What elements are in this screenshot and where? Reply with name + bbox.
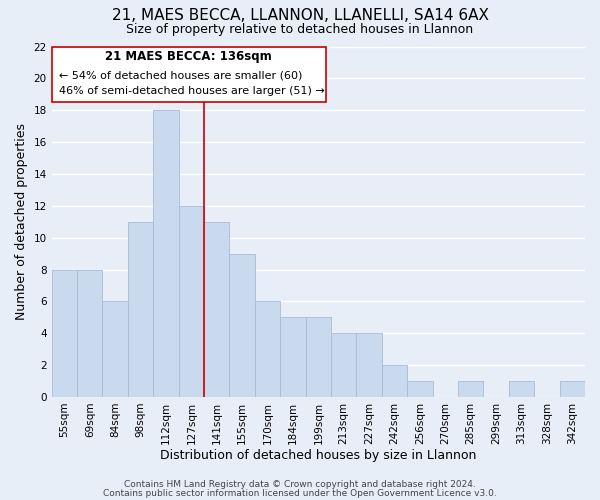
Bar	[52, 270, 77, 397]
Text: 21 MAES BECCA: 136sqm: 21 MAES BECCA: 136sqm	[106, 50, 272, 62]
Bar	[560, 381, 585, 397]
Bar	[153, 110, 179, 397]
Text: Size of property relative to detached houses in Llannon: Size of property relative to detached ho…	[127, 22, 473, 36]
Bar	[382, 365, 407, 397]
X-axis label: Distribution of detached houses by size in Llannon: Distribution of detached houses by size …	[160, 450, 476, 462]
Text: ← 54% of detached houses are smaller (60): ← 54% of detached houses are smaller (60…	[59, 70, 302, 80]
Text: 21, MAES BECCA, LLANNON, LLANELLI, SA14 6AX: 21, MAES BECCA, LLANNON, LLANELLI, SA14 …	[112, 8, 488, 22]
Y-axis label: Number of detached properties: Number of detached properties	[15, 123, 28, 320]
Bar	[305, 318, 331, 397]
Bar	[509, 381, 534, 397]
Bar	[128, 222, 153, 397]
Bar	[331, 333, 356, 397]
Bar	[458, 381, 484, 397]
Bar	[229, 254, 255, 397]
FancyBboxPatch shape	[52, 46, 326, 102]
Text: Contains public sector information licensed under the Open Government Licence v3: Contains public sector information licen…	[103, 488, 497, 498]
Text: Contains HM Land Registry data © Crown copyright and database right 2024.: Contains HM Land Registry data © Crown c…	[124, 480, 476, 489]
Bar	[179, 206, 204, 397]
Bar	[280, 318, 305, 397]
Bar	[77, 270, 103, 397]
Bar	[255, 302, 280, 397]
Text: 46% of semi-detached houses are larger (51) →: 46% of semi-detached houses are larger (…	[59, 86, 325, 96]
Bar	[103, 302, 128, 397]
Bar	[356, 333, 382, 397]
Bar	[407, 381, 433, 397]
Bar	[204, 222, 229, 397]
